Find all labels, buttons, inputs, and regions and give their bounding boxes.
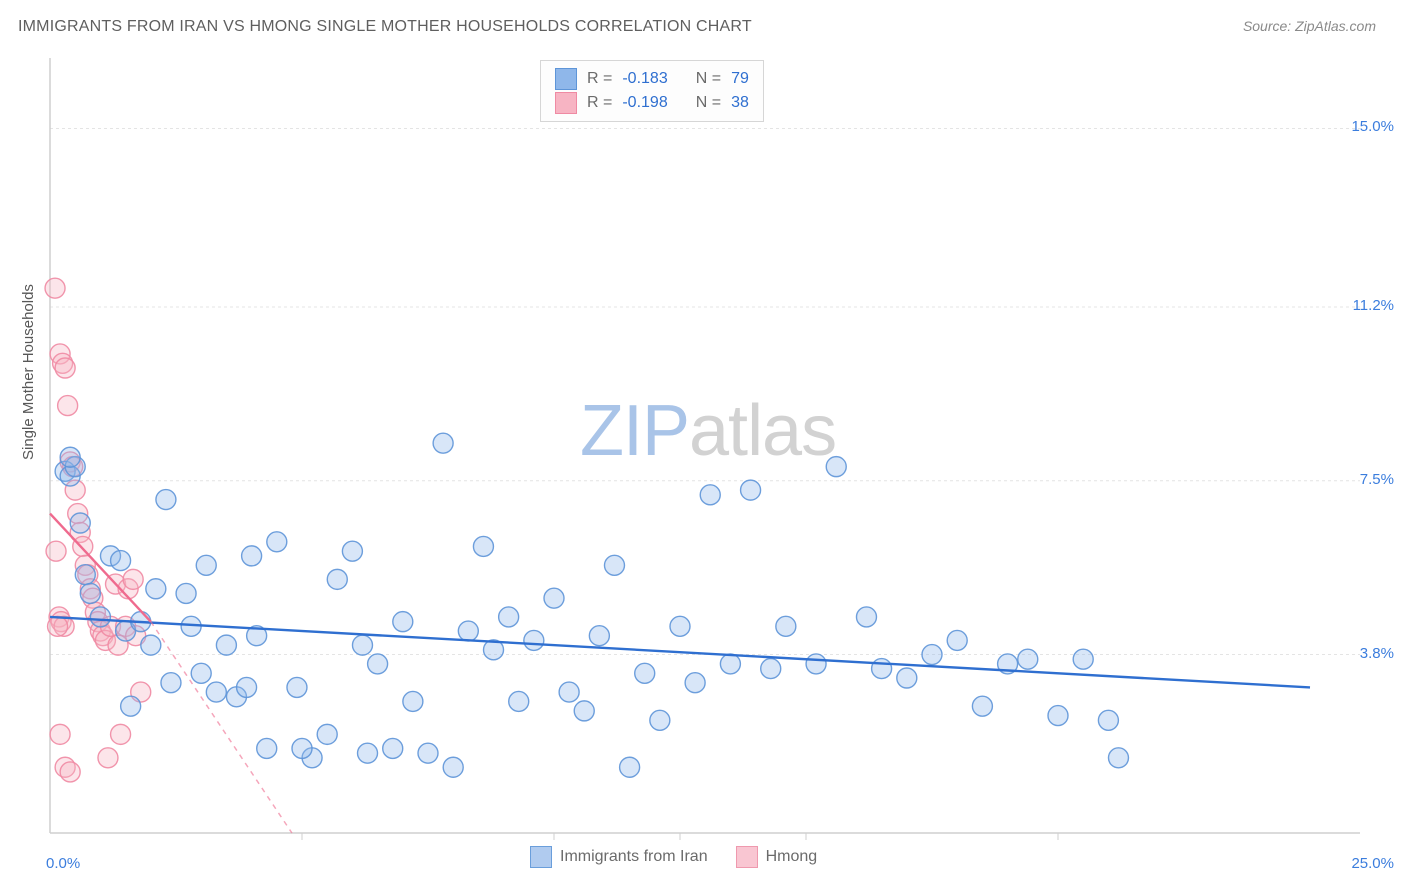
stats-row-iran: R = -0.183 N = 79	[555, 67, 749, 91]
legend-label-iran: Immigrants from Iran	[560, 848, 708, 866]
legend-swatch-iran	[530, 846, 552, 868]
y-tick-label: 3.8%	[1360, 645, 1394, 662]
n-label: N =	[696, 67, 721, 91]
stats-legend-box: R = -0.183 N = 79 R = -0.198 N = 38	[540, 60, 764, 122]
series-legend: Immigrants from Iran Hmong	[530, 846, 817, 868]
y-axis-label: Single Mother Households	[20, 284, 37, 460]
n-label: N =	[696, 91, 721, 115]
r-value-iran: -0.183	[622, 67, 667, 91]
x-tick-max: 25.0%	[1351, 855, 1394, 872]
legend-label-hmong: Hmong	[766, 848, 818, 866]
n-value-iran: 79	[731, 67, 749, 91]
legend-swatch-hmong	[736, 846, 758, 868]
r-label: R =	[587, 91, 612, 115]
swatch-iran	[555, 68, 577, 90]
legend-item-hmong: Hmong	[736, 846, 818, 868]
x-tick-min: 0.0%	[46, 855, 80, 872]
y-tick-label: 7.5%	[1360, 471, 1394, 488]
y-tick-label: 15.0%	[1351, 118, 1394, 135]
legend-item-iran: Immigrants from Iran	[530, 846, 708, 868]
stats-row-hmong: R = -0.198 N = 38	[555, 91, 749, 115]
r-label: R =	[587, 67, 612, 91]
swatch-hmong	[555, 92, 577, 114]
n-value-hmong: 38	[731, 91, 749, 115]
chart-container: Single Mother Households ZIPatlas R = -0…	[0, 0, 1406, 892]
scatter-plot-svg	[0, 0, 1406, 892]
y-tick-label: 11.2%	[1353, 297, 1394, 314]
r-value-hmong: -0.198	[622, 91, 667, 115]
